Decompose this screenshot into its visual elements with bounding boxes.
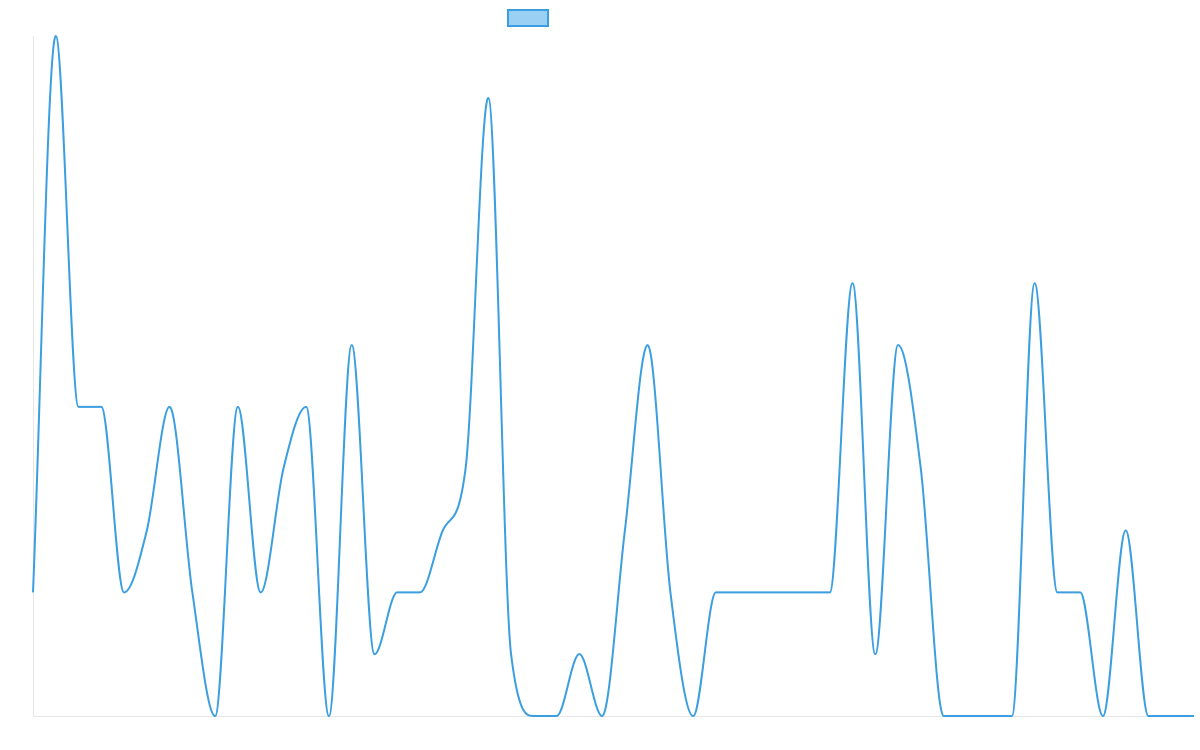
data-point[interactable] bbox=[1009, 713, 1015, 719]
data-point[interactable] bbox=[326, 713, 332, 719]
data-point[interactable] bbox=[850, 280, 856, 286]
data-point[interactable] bbox=[189, 589, 195, 595]
data-point[interactable] bbox=[280, 466, 286, 472]
data-point[interactable] bbox=[531, 713, 537, 719]
data-point[interactable] bbox=[212, 713, 218, 719]
data-point[interactable] bbox=[872, 651, 878, 657]
data-point[interactable] bbox=[508, 651, 514, 657]
data-point[interactable] bbox=[963, 713, 969, 719]
data-point[interactable] bbox=[895, 342, 901, 348]
data-point[interactable] bbox=[1145, 713, 1151, 719]
data-point[interactable] bbox=[144, 528, 150, 534]
series-layer bbox=[30, 33, 1197, 719]
data-point[interactable] bbox=[576, 651, 582, 657]
data-point[interactable] bbox=[622, 528, 628, 534]
data-point[interactable] bbox=[463, 466, 469, 472]
series-line bbox=[32, 35, 1194, 717]
data-point[interactable] bbox=[1100, 713, 1106, 719]
data-point[interactable] bbox=[30, 589, 36, 595]
data-point[interactable] bbox=[1123, 528, 1129, 534]
data-point[interactable] bbox=[599, 713, 605, 719]
data-point[interactable] bbox=[1191, 713, 1197, 719]
data-point[interactable] bbox=[918, 466, 924, 472]
data-point[interactable] bbox=[371, 651, 377, 657]
data-point[interactable] bbox=[303, 404, 309, 410]
data-point[interactable] bbox=[394, 589, 400, 595]
legend[interactable] bbox=[507, 9, 549, 27]
data-point[interactable] bbox=[417, 589, 423, 595]
data-point[interactable] bbox=[690, 713, 696, 719]
data-point[interactable] bbox=[1168, 713, 1174, 719]
data-point[interactable] bbox=[235, 404, 241, 410]
data-point[interactable] bbox=[1054, 589, 1060, 595]
data-point[interactable] bbox=[440, 528, 446, 534]
legend-swatch[interactable] bbox=[507, 9, 549, 27]
data-point[interactable] bbox=[667, 589, 673, 595]
data-point[interactable] bbox=[827, 589, 833, 595]
data-point[interactable] bbox=[53, 33, 59, 39]
data-point[interactable] bbox=[1077, 589, 1083, 595]
data-point[interactable] bbox=[1032, 280, 1038, 286]
data-point[interactable] bbox=[167, 404, 173, 410]
data-point[interactable] bbox=[986, 713, 992, 719]
data-point[interactable] bbox=[713, 589, 719, 595]
data-point[interactable] bbox=[645, 342, 651, 348]
data-point[interactable] bbox=[758, 589, 764, 595]
data-point[interactable] bbox=[98, 404, 104, 410]
data-point[interactable] bbox=[781, 589, 787, 595]
data-point[interactable] bbox=[941, 713, 947, 719]
data-point[interactable] bbox=[121, 589, 127, 595]
data-point[interactable] bbox=[736, 589, 742, 595]
data-point[interactable] bbox=[554, 713, 560, 719]
data-point[interactable] bbox=[258, 589, 264, 595]
data-point[interactable] bbox=[76, 404, 82, 410]
data-point[interactable] bbox=[485, 95, 491, 101]
data-point[interactable] bbox=[349, 342, 355, 348]
data-point[interactable] bbox=[804, 589, 810, 595]
